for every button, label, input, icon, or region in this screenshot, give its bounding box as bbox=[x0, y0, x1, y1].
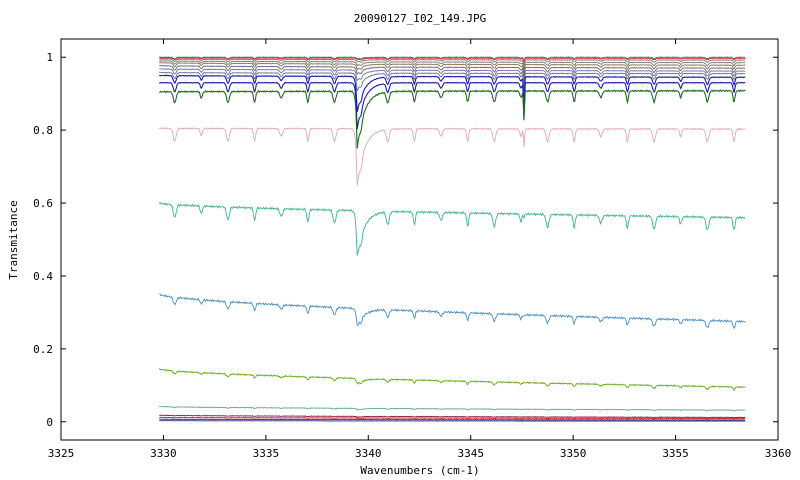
y-tick-label: 0 bbox=[46, 416, 53, 429]
series-line-1 bbox=[159, 56, 746, 63]
plot-frame bbox=[60, 38, 779, 441]
x-tick-label: 3340 bbox=[355, 447, 382, 460]
x-tick-label: 3335 bbox=[253, 447, 280, 460]
series-line-14 bbox=[159, 293, 746, 330]
series-line-7 bbox=[159, 68, 746, 86]
series-line-11 bbox=[159, 89, 746, 149]
series-line-12 bbox=[158, 126, 746, 186]
series-line-19 bbox=[159, 418, 746, 421]
y-tick-label: 0.8 bbox=[33, 124, 53, 137]
series-line-6 bbox=[159, 64, 746, 79]
axis-ticks: 3325 3330 3335 3340 3345 3350 3355 3360 0 0.2 0.4 0… bbox=[33, 39, 791, 460]
series-line-2 bbox=[159, 57, 746, 63]
x-tick-label: 3360 bbox=[765, 447, 792, 460]
series-line-17 bbox=[159, 414, 746, 419]
y-axis-label: Transmitance bbox=[7, 200, 20, 279]
series-line-13 bbox=[158, 201, 746, 256]
x-tick-label: 3330 bbox=[150, 447, 177, 460]
series-line-3 bbox=[159, 58, 746, 66]
series-line-5 bbox=[159, 62, 746, 74]
series-line-4 bbox=[159, 60, 746, 70]
series-line-8 bbox=[159, 71, 746, 92]
chart-title: 20090127_I02_149.JPG bbox=[354, 12, 486, 25]
x-tick-label: 3325 bbox=[48, 447, 75, 460]
series-line-18 bbox=[159, 416, 746, 420]
series-line-16 bbox=[159, 405, 746, 412]
x-tick-label: 3350 bbox=[560, 447, 587, 460]
x-tick-label: 3355 bbox=[662, 447, 689, 460]
series-line-15 bbox=[158, 367, 746, 392]
x-tick-label: 3345 bbox=[457, 447, 484, 460]
y-tick-label: 0.4 bbox=[33, 270, 53, 283]
y-tick-label: 1 bbox=[46, 51, 53, 64]
series-line-10 bbox=[158, 81, 746, 130]
y-tick-label: 0.2 bbox=[33, 343, 53, 356]
y-tick-label: 0.6 bbox=[33, 197, 53, 210]
series-group bbox=[158, 56, 746, 422]
x-axis-label: Wavenumbers (cm-1) bbox=[360, 464, 479, 477]
series-line-9 bbox=[158, 74, 746, 112]
